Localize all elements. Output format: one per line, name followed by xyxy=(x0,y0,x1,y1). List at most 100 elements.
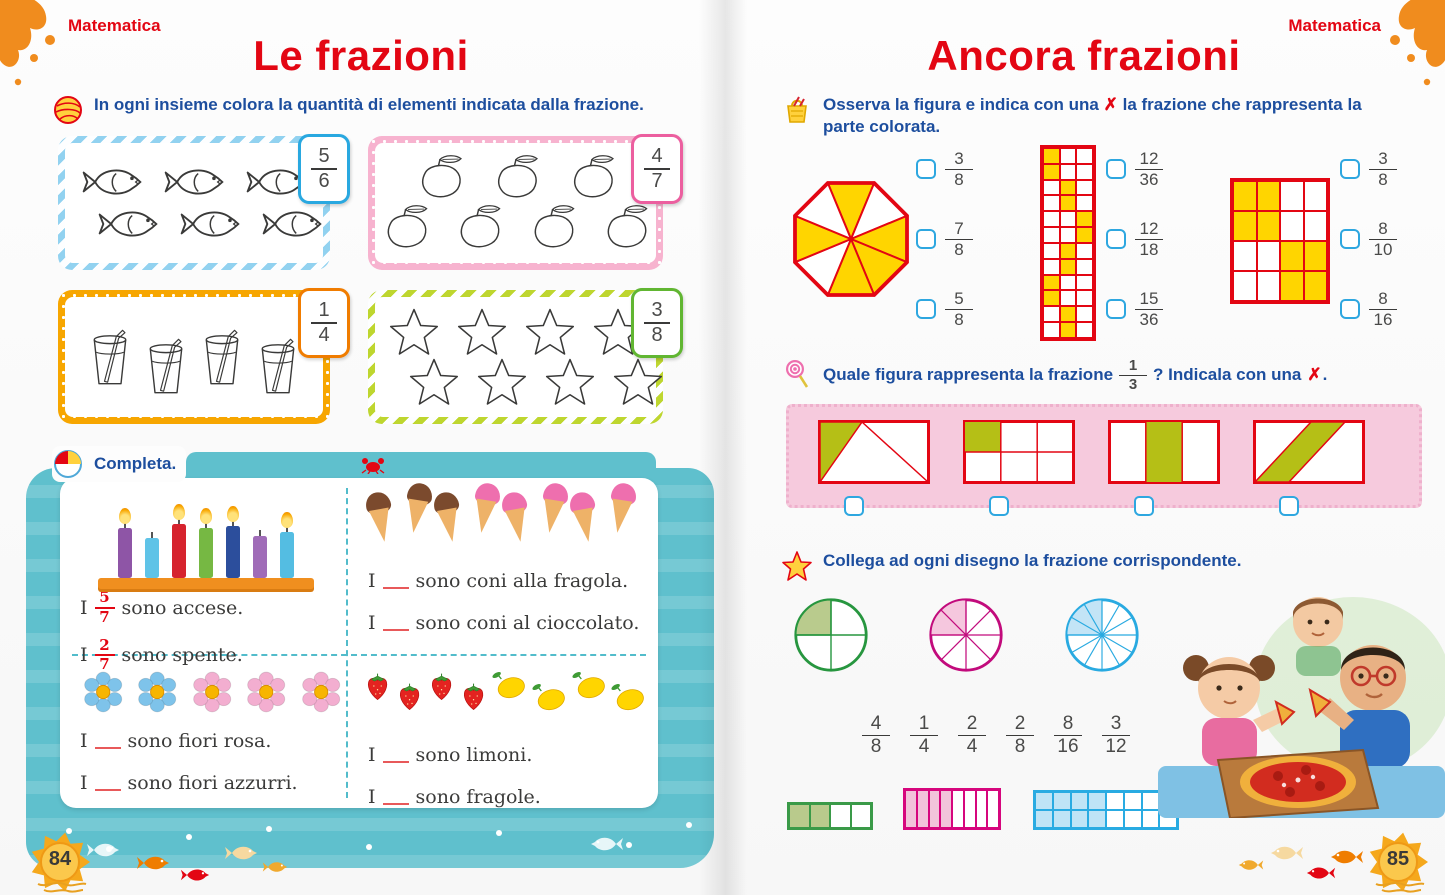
sun-page-number: 85 xyxy=(1362,832,1434,895)
option-checkbox[interactable] xyxy=(1340,159,1360,180)
sentence-fiori-rosa: I sono fiori rosa. xyxy=(80,726,342,756)
basket-icon xyxy=(787,96,807,123)
candle-lit xyxy=(280,512,294,578)
grid-cell xyxy=(1280,271,1304,301)
sentence-cioccolato: I sono coni al cioccolato. xyxy=(368,608,646,638)
star-icon[interactable] xyxy=(542,357,598,407)
fish-icon[interactable] xyxy=(77,161,147,203)
fish-icon[interactable] xyxy=(257,203,327,245)
grid-cell xyxy=(1035,810,1053,828)
lemon-icon[interactable] xyxy=(560,153,624,203)
strawberry-icon xyxy=(364,666,391,706)
pie-eighths-figure[interactable] xyxy=(922,591,1010,679)
lemon-icon xyxy=(492,666,527,704)
star-icon[interactable] xyxy=(610,357,666,407)
pie-twelfths-figure[interactable] xyxy=(1058,591,1146,679)
candle-lit xyxy=(118,508,132,578)
exercise-instruction-color: In ogni insieme colora la quantità di el… xyxy=(52,94,692,126)
grid-36-figure xyxy=(1040,145,1096,341)
fraction-option: 15 36 xyxy=(1106,290,1163,329)
fish-icon[interactable] xyxy=(159,161,229,203)
grid-cell xyxy=(1070,810,1089,828)
grid-cell xyxy=(928,790,941,828)
fish-icon[interactable] xyxy=(93,203,163,245)
subject-label-left: Matematica xyxy=(68,16,161,35)
flame-icon xyxy=(227,506,239,522)
strawberry-icon xyxy=(428,666,455,706)
star-icon[interactable] xyxy=(454,307,510,357)
star-icon[interactable] xyxy=(406,357,462,407)
bar-eighths-figure[interactable] xyxy=(903,788,1001,830)
grid-cell xyxy=(952,790,964,828)
glass-icon[interactable] xyxy=(256,330,300,402)
answer-blank[interactable] xyxy=(382,615,409,631)
figure-checkbox[interactable] xyxy=(1279,496,1299,516)
answer-blank[interactable] xyxy=(382,573,409,589)
fraction-denominator: 6 xyxy=(318,170,330,192)
grid-cell xyxy=(1043,195,1060,212)
grid-cell xyxy=(1303,271,1327,301)
grid-cell xyxy=(1280,241,1304,271)
option-checkbox[interactable] xyxy=(1106,299,1126,320)
diagonal-band-figure xyxy=(1253,420,1365,484)
fraction-option: 8 10 xyxy=(1340,220,1397,259)
lemon-icon[interactable] xyxy=(408,153,472,203)
grid-cell xyxy=(1070,792,1089,810)
answer-blank[interactable] xyxy=(94,775,121,791)
star-icon[interactable] xyxy=(474,357,530,407)
grid-cell xyxy=(1303,211,1327,241)
glass-icon[interactable] xyxy=(144,330,188,402)
option-checkbox[interactable] xyxy=(1106,159,1126,180)
divider xyxy=(72,654,646,656)
lemon-icon xyxy=(611,678,646,716)
star-icon[interactable] xyxy=(386,307,442,357)
grid-cell xyxy=(1076,179,1093,196)
answer-blank[interactable] xyxy=(94,733,121,749)
fraction-8-16[interactable]: 8 16 xyxy=(1054,714,1082,757)
grid-cell xyxy=(1233,181,1257,211)
subject-label-right: Matematica xyxy=(1288,16,1381,35)
option-checkbox[interactable] xyxy=(916,229,936,250)
option-checkbox[interactable] xyxy=(916,299,936,320)
lemon-icon[interactable] xyxy=(484,153,548,203)
sentence-text: sono limoni. xyxy=(415,744,533,766)
page-title-right: Ancora frazioni xyxy=(927,32,1241,79)
fruits-picture xyxy=(364,666,646,728)
lemon-icon[interactable] xyxy=(448,203,509,253)
figure-checkbox[interactable] xyxy=(844,496,864,516)
grid-cell xyxy=(1076,148,1093,164)
option-checkbox[interactable] xyxy=(916,159,936,180)
answer-blank[interactable] xyxy=(382,789,409,805)
star-icon[interactable] xyxy=(522,307,578,357)
grid-cell xyxy=(963,790,976,828)
pie-quarters-figure[interactable] xyxy=(787,591,875,679)
option-checkbox[interactable] xyxy=(1340,229,1360,250)
lemon-icon[interactable] xyxy=(595,203,656,253)
fish-icon xyxy=(180,864,210,886)
figure-checkbox[interactable] xyxy=(1134,496,1154,516)
bar-quarters-figure[interactable] xyxy=(787,802,873,830)
answer-blank[interactable] xyxy=(382,747,409,763)
exercise-instruction-osserva: Osserva la figura e indica con una ✗ la … xyxy=(781,94,1401,139)
lemon-icon[interactable] xyxy=(375,203,436,253)
figure-checkbox[interactable] xyxy=(989,496,1009,516)
grid-cell xyxy=(830,804,851,828)
glass-icon[interactable] xyxy=(200,321,244,393)
option-checkbox[interactable] xyxy=(1106,229,1126,250)
strawberry-icon xyxy=(396,676,423,716)
grid-cell xyxy=(1059,306,1077,323)
glass-icon[interactable] xyxy=(88,321,132,393)
flame-icon xyxy=(173,504,185,520)
fraction-3-12[interactable]: 3 12 xyxy=(1102,714,1130,757)
triangle-figure xyxy=(818,420,930,484)
option-checkbox[interactable] xyxy=(1340,299,1360,320)
fish-icon[interactable] xyxy=(175,203,245,245)
lemon-icon[interactable] xyxy=(522,203,583,253)
